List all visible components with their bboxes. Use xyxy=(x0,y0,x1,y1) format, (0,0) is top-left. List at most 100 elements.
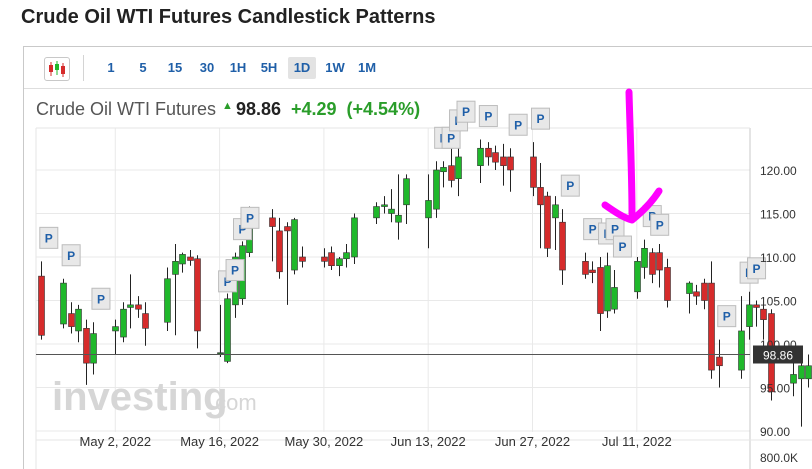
candle[interactable] xyxy=(336,257,343,277)
candle[interactable] xyxy=(537,163,544,249)
candle[interactable] xyxy=(738,296,745,379)
interval-1w-button[interactable]: 1W xyxy=(325,60,345,75)
candle[interactable] xyxy=(656,243,663,288)
candle[interactable] xyxy=(83,319,90,385)
candle[interactable] xyxy=(477,139,484,184)
candle[interactable] xyxy=(507,148,514,192)
candle[interactable] xyxy=(589,261,596,284)
candle[interactable] xyxy=(164,267,171,331)
candle[interactable] xyxy=(440,161,447,188)
candle[interactable] xyxy=(224,293,231,364)
chart-type-button[interactable] xyxy=(44,57,70,81)
candle[interactable] xyxy=(112,319,119,355)
candle[interactable] xyxy=(753,300,760,327)
candle[interactable] xyxy=(321,248,328,268)
candle[interactable] xyxy=(38,261,45,340)
candle[interactable] xyxy=(127,274,134,329)
candle[interactable] xyxy=(351,213,358,264)
last-price: 98.86 xyxy=(235,99,281,119)
candle[interactable] xyxy=(90,322,97,375)
candle[interactable] xyxy=(328,246,335,271)
candle[interactable] xyxy=(194,255,201,349)
interval-1m-button[interactable]: 1M xyxy=(357,60,377,75)
interval-1h-button[interactable]: 1H xyxy=(229,60,247,75)
interval-1-button[interactable]: 1 xyxy=(107,60,115,75)
candle[interactable] xyxy=(135,296,142,318)
candle[interactable] xyxy=(291,217,298,275)
candle[interactable] xyxy=(60,278,67,329)
pattern-marker[interactable]: P xyxy=(650,213,670,236)
candle-body-up xyxy=(440,167,447,173)
candle[interactable] xyxy=(693,284,700,305)
candle[interactable] xyxy=(530,142,537,197)
candle[interactable] xyxy=(373,202,380,224)
candle[interactable] xyxy=(760,304,767,340)
candle[interactable] xyxy=(701,278,708,310)
candle[interactable] xyxy=(381,196,388,214)
pattern-marker[interactable]: P xyxy=(747,257,767,280)
candle[interactable] xyxy=(552,196,559,251)
candle[interactable] xyxy=(179,252,186,273)
candle[interactable] xyxy=(433,161,440,218)
pattern-marker-label: P xyxy=(514,118,522,132)
candle[interactable] xyxy=(582,252,589,279)
candle[interactable] xyxy=(634,257,641,299)
candle[interactable] xyxy=(187,250,194,266)
pattern-marker[interactable]: P xyxy=(612,235,632,258)
candle[interactable] xyxy=(544,191,551,257)
candle[interactable] xyxy=(388,189,395,223)
pattern-marker[interactable]: P xyxy=(39,226,59,249)
candle-body-down xyxy=(708,282,715,371)
candle[interactable] xyxy=(343,243,350,268)
candle[interactable] xyxy=(485,142,492,166)
candle[interactable] xyxy=(448,143,455,188)
candle[interactable] xyxy=(686,281,693,314)
candle[interactable] xyxy=(492,145,499,170)
annotation-arrow xyxy=(601,88,663,224)
candle[interactable] xyxy=(664,258,671,308)
pattern-marker[interactable]: P xyxy=(456,100,476,123)
pattern-marker[interactable]: P xyxy=(717,305,737,328)
candle[interactable] xyxy=(559,209,566,285)
candle[interactable] xyxy=(716,339,723,388)
candle[interactable] xyxy=(790,357,797,397)
pattern-marker[interactable]: P xyxy=(531,107,550,130)
candle[interactable] xyxy=(403,174,410,224)
candle[interactable] xyxy=(120,302,127,343)
candle[interactable] xyxy=(68,302,75,334)
candle[interactable] xyxy=(611,270,618,314)
candle[interactable] xyxy=(425,174,432,249)
candle[interactable] xyxy=(500,143,507,186)
candle[interactable] xyxy=(299,246,306,268)
candle-body-up xyxy=(604,265,611,312)
candle[interactable] xyxy=(276,217,283,279)
candle[interactable] xyxy=(75,304,82,343)
candle[interactable] xyxy=(284,222,291,305)
candle[interactable] xyxy=(142,302,149,346)
candle[interactable] xyxy=(604,252,611,318)
candle[interactable] xyxy=(649,248,656,284)
interval-1d-button[interactable]: 1D xyxy=(288,57,316,79)
candle[interactable] xyxy=(597,257,604,331)
candle[interactable] xyxy=(269,209,276,262)
pattern-marker[interactable]: P xyxy=(61,244,81,267)
pattern-marker[interactable]: P xyxy=(91,287,111,310)
pattern-marker[interactable]: P xyxy=(240,206,260,229)
interval-30-button[interactable]: 30 xyxy=(199,60,215,75)
candle[interactable] xyxy=(708,261,715,379)
interval-5-button[interactable]: 5 xyxy=(139,60,147,75)
candle[interactable] xyxy=(805,354,812,388)
candle[interactable] xyxy=(395,174,402,240)
candle[interactable] xyxy=(746,291,753,340)
candle[interactable] xyxy=(798,363,805,427)
interval-15-button[interactable]: 15 xyxy=(167,60,183,75)
interval-5h-button[interactable]: 5H xyxy=(260,60,278,75)
pattern-marker[interactable]: P xyxy=(560,174,580,197)
candle[interactable] xyxy=(172,243,179,336)
pattern-marker[interactable]: P xyxy=(478,105,498,128)
candle[interactable] xyxy=(641,239,648,279)
pattern-marker[interactable]: P xyxy=(508,113,528,136)
candle[interactable] xyxy=(217,304,224,358)
pattern-marker[interactable]: P xyxy=(225,259,245,282)
